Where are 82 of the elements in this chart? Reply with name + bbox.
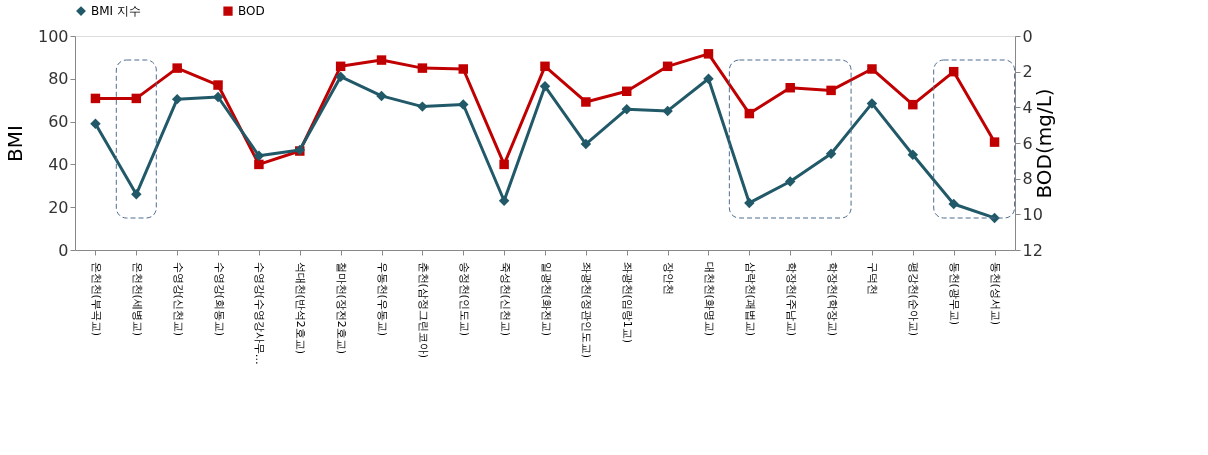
y2-tick-label: 4 <box>1022 97 1033 117</box>
point <box>825 148 837 159</box>
point <box>744 108 755 119</box>
point <box>662 61 673 72</box>
y2-tick-label: 10 <box>1022 204 1043 224</box>
point <box>335 71 346 82</box>
y-tick-label: 80 <box>48 69 69 89</box>
x-tick-label: 송정천(인도교) <box>457 261 471 337</box>
point <box>662 105 673 117</box>
x-tick-label: 우동천(우동교) <box>376 261 390 337</box>
point <box>376 55 387 65</box>
x-tick-label: 구덕천 <box>866 261 880 295</box>
point <box>417 101 428 112</box>
x-tick-label: 수영강(수영강사무… <box>253 261 267 365</box>
point <box>540 61 550 72</box>
point <box>539 81 551 92</box>
x-tick-label: 학장천(학장교) <box>825 261 839 337</box>
point <box>131 93 142 104</box>
x-tick-label: 대천천(화명교) <box>702 261 716 337</box>
point <box>499 159 509 170</box>
point <box>254 159 264 170</box>
point <box>948 66 959 77</box>
x-tick-label: 석대천(반석2호교) <box>294 261 308 355</box>
point <box>131 189 142 200</box>
point <box>948 198 959 210</box>
x-tick-label: 죽성천(신천교) <box>498 261 512 337</box>
point <box>90 118 101 129</box>
y-tick-label: 100 <box>37 26 69 46</box>
point <box>213 80 223 90</box>
legend-label: BOD <box>238 4 265 19</box>
point <box>703 49 714 59</box>
y2-tick-label: 0 <box>1022 26 1033 46</box>
point <box>867 64 877 74</box>
point <box>458 99 469 110</box>
y2-tick-label: 8 <box>1022 169 1033 189</box>
legend-label: BMI 지수 <box>91 4 141 19</box>
point <box>784 176 796 187</box>
y-tick-label: 40 <box>48 154 69 174</box>
point <box>989 137 1000 147</box>
y2-tick-label: 12 <box>1022 240 1043 260</box>
point <box>581 97 591 107</box>
point <box>580 138 592 150</box>
x-tick-label: 삼락천(괘법교) <box>743 261 757 337</box>
x-tick-label: 학장천(주남교) <box>784 261 798 337</box>
x-tick-label: 동천(광무교) <box>948 261 962 326</box>
y2-tick-label: 6 <box>1022 133 1033 153</box>
x-tick-label: 온천천(부곡교) <box>89 261 103 337</box>
point <box>866 98 878 109</box>
point <box>172 63 182 73</box>
point <box>335 61 346 72</box>
x-tick-label: 좌광천(임랑1교) <box>621 261 635 344</box>
x-tick-label: 춘천(삼정그린코아) <box>416 261 430 359</box>
x-tick-label: 온천천(세병교) <box>130 261 144 337</box>
x-tick-label: 평강천(순아교) <box>907 261 921 337</box>
x-tick-label: 철마천(장전2호교) <box>335 261 349 355</box>
point <box>826 85 836 96</box>
point <box>171 93 183 105</box>
y2-tick-label: 2 <box>1022 62 1033 82</box>
point <box>376 90 387 102</box>
x-tick-label: 일광천(화전교) <box>539 261 553 337</box>
point <box>498 195 510 207</box>
x-tick-label: 동천(성서교) <box>989 261 1003 326</box>
point <box>253 150 265 162</box>
point <box>417 63 428 73</box>
x-tick-label: 수영강(회동교) <box>212 261 226 337</box>
y-tick-label: 20 <box>48 197 69 217</box>
point <box>458 64 468 74</box>
y-tick-label: 60 <box>48 112 69 132</box>
y2-axis-title: BOD(mg/L) <box>1031 88 1056 199</box>
point <box>621 103 632 115</box>
y-axis-title: BMI <box>2 125 27 162</box>
point <box>907 149 919 161</box>
point <box>785 82 795 93</box>
x-tick-label: 좌광천(정관인도교) <box>580 261 594 359</box>
point <box>744 197 755 209</box>
point <box>908 99 918 110</box>
x-tick-label: 장안천 <box>662 261 676 295</box>
point <box>90 93 101 104</box>
point <box>703 73 714 85</box>
point <box>622 86 632 97</box>
y-tick-label: 0 <box>58 240 69 260</box>
x-tick-label: 수영강(신천교) <box>171 261 185 337</box>
